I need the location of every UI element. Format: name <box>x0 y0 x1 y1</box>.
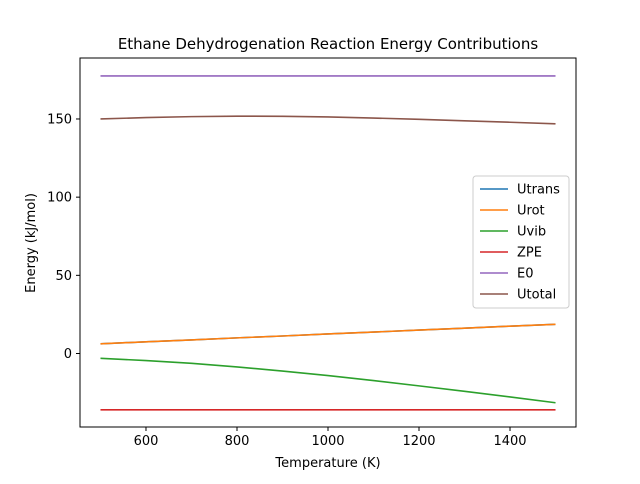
legend-label-utrans: Utrans <box>517 183 560 198</box>
legend-box <box>472 175 570 309</box>
series-line-utotal <box>100 115 556 125</box>
x-tick-label: 800 <box>225 434 250 449</box>
legend-label-uvib: Uvib <box>517 225 546 240</box>
y-tick-label: 100 <box>47 191 72 206</box>
x-tick-label: 1000 <box>311 434 344 449</box>
y-tick-label: 50 <box>55 269 72 284</box>
chart-title: Ethane Dehydrogenation Reaction Energy C… <box>118 35 539 53</box>
legend-label-e0: E0 <box>517 267 534 282</box>
series-lines <box>100 75 556 411</box>
y-tick-label: 150 <box>47 112 72 127</box>
legend: Utrans Urot Uvib ZPE E0 Utotal <box>472 175 570 309</box>
legend-label-urot: Urot <box>517 204 545 219</box>
x-tick-label: 600 <box>134 434 159 449</box>
x-tick-label: 1200 <box>402 434 435 449</box>
series-line-uvib <box>100 357 556 404</box>
legend-label-utotal: Utotal <box>517 288 556 303</box>
x-axis-label: Temperature (K) <box>274 456 380 471</box>
y-axis-ticks: 0 50 100 150 <box>47 112 80 362</box>
legend-label-zpe: ZPE <box>517 246 542 261</box>
x-tick-label: 1400 <box>493 434 526 449</box>
y-tick-label: 0 <box>64 347 72 362</box>
legend-items: Utrans Urot Uvib ZPE E0 Utotal <box>480 183 560 303</box>
x-axis-ticks: 600 800 1000 1200 1400 <box>134 427 527 449</box>
y-axis-label: Energy (kJ/mol) <box>24 193 39 293</box>
series-line-urot <box>100 323 556 345</box>
